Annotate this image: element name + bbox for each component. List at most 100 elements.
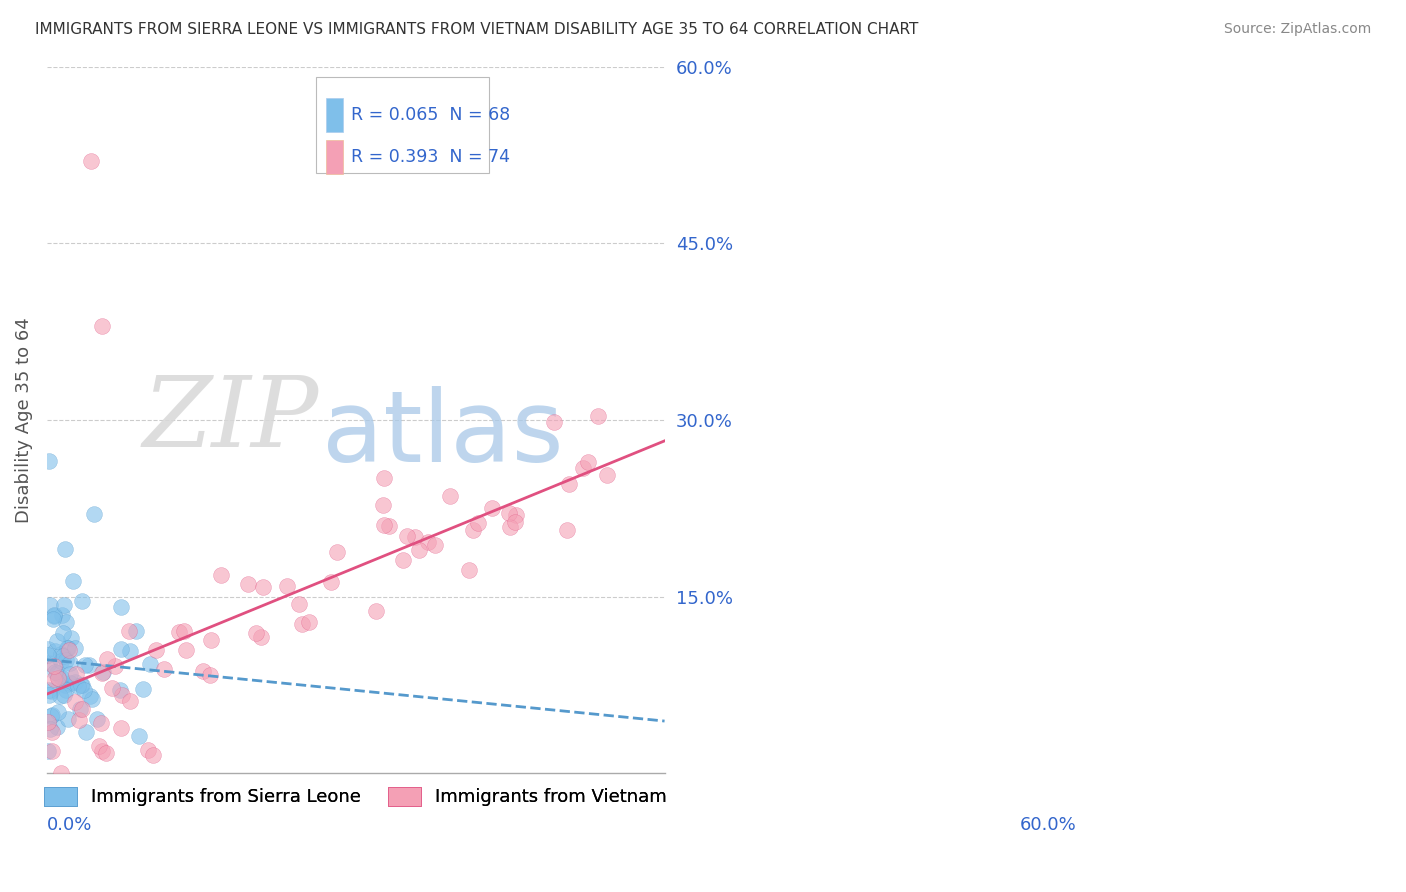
Point bbox=[200, 633, 222, 648]
Point bbox=[42, 658, 65, 673]
Point bbox=[59, 676, 82, 690]
Point bbox=[75, 724, 97, 739]
Point bbox=[46, 705, 69, 719]
Point bbox=[132, 682, 155, 697]
Point bbox=[467, 516, 489, 531]
Point bbox=[45, 634, 67, 648]
Point bbox=[55, 652, 77, 666]
Point bbox=[48, 673, 70, 687]
Point bbox=[90, 715, 112, 730]
Point bbox=[87, 739, 110, 753]
Point bbox=[46, 665, 69, 680]
Point bbox=[53, 542, 76, 557]
Text: 0.0%: 0.0% bbox=[46, 815, 93, 834]
FancyBboxPatch shape bbox=[326, 98, 343, 132]
Point bbox=[63, 695, 86, 709]
Point bbox=[423, 538, 446, 552]
Point bbox=[55, 615, 77, 630]
Point bbox=[59, 667, 82, 681]
Text: Source: ZipAtlas.com: Source: ZipAtlas.com bbox=[1223, 22, 1371, 37]
Point bbox=[44, 608, 66, 623]
Point bbox=[69, 702, 91, 716]
Point bbox=[62, 574, 84, 589]
FancyBboxPatch shape bbox=[326, 140, 343, 174]
Point bbox=[37, 641, 59, 656]
Point bbox=[72, 594, 94, 608]
Point bbox=[58, 712, 80, 726]
Point bbox=[37, 648, 59, 663]
Point bbox=[53, 688, 76, 702]
Point bbox=[83, 507, 105, 521]
Point bbox=[38, 454, 60, 468]
Point bbox=[128, 730, 150, 744]
Point bbox=[287, 597, 309, 611]
Point bbox=[91, 318, 114, 333]
Point bbox=[44, 643, 66, 657]
Point bbox=[125, 624, 148, 639]
Point bbox=[44, 665, 66, 680]
Point bbox=[364, 604, 387, 618]
Point bbox=[326, 545, 349, 559]
Text: R = 0.065  N = 68: R = 0.065 N = 68 bbox=[350, 106, 510, 124]
Point bbox=[108, 682, 131, 697]
Text: ZIP: ZIP bbox=[142, 372, 319, 467]
Point bbox=[571, 461, 593, 475]
Point bbox=[41, 725, 63, 739]
Point bbox=[142, 748, 165, 763]
Point bbox=[42, 612, 65, 626]
Point bbox=[377, 518, 399, 533]
Point bbox=[118, 644, 141, 658]
Point bbox=[576, 455, 599, 469]
Point bbox=[176, 642, 198, 657]
Point bbox=[439, 489, 461, 503]
Point bbox=[503, 515, 526, 529]
Point bbox=[45, 719, 67, 733]
Point bbox=[499, 520, 522, 534]
Point bbox=[38, 688, 60, 702]
Point bbox=[319, 575, 342, 590]
Point bbox=[70, 702, 93, 716]
Point bbox=[543, 415, 565, 429]
Point bbox=[586, 409, 609, 424]
Point bbox=[173, 624, 195, 638]
Point bbox=[52, 625, 75, 640]
Point bbox=[276, 579, 298, 593]
Point bbox=[167, 624, 190, 639]
Text: 60.0%: 60.0% bbox=[1019, 815, 1077, 834]
Point bbox=[41, 744, 63, 758]
Point bbox=[59, 656, 82, 670]
Point bbox=[67, 713, 90, 727]
Point bbox=[404, 531, 426, 545]
Point bbox=[77, 658, 100, 673]
Point bbox=[298, 615, 321, 630]
Point bbox=[457, 563, 479, 577]
Point bbox=[38, 683, 60, 698]
Point bbox=[291, 617, 314, 632]
Point bbox=[392, 553, 415, 567]
Point bbox=[111, 688, 134, 702]
Point bbox=[51, 607, 73, 622]
Point bbox=[58, 643, 80, 657]
Y-axis label: Disability Age 35 to 64: Disability Age 35 to 64 bbox=[15, 317, 32, 523]
Point bbox=[198, 667, 221, 681]
FancyBboxPatch shape bbox=[315, 78, 488, 172]
Point bbox=[236, 577, 259, 591]
Point bbox=[66, 679, 89, 693]
Point bbox=[558, 477, 581, 491]
Point bbox=[193, 664, 215, 678]
Point bbox=[481, 500, 503, 515]
Point bbox=[139, 657, 162, 672]
Point bbox=[39, 709, 62, 723]
Point bbox=[79, 689, 101, 703]
Point bbox=[104, 658, 127, 673]
Point bbox=[96, 651, 118, 665]
Point bbox=[86, 712, 108, 726]
Point bbox=[60, 631, 83, 645]
Point bbox=[396, 529, 419, 543]
Point bbox=[41, 708, 63, 723]
Point bbox=[505, 508, 527, 522]
Point bbox=[70, 678, 93, 692]
Point bbox=[49, 766, 72, 780]
Point bbox=[373, 471, 395, 485]
Point bbox=[100, 681, 122, 695]
